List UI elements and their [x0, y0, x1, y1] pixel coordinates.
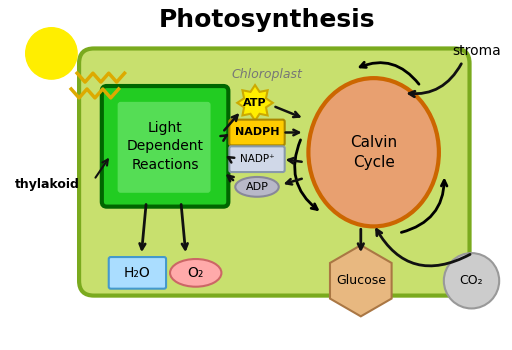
Text: H₂O: H₂O	[124, 266, 151, 280]
Text: O₂: O₂	[187, 266, 204, 280]
FancyBboxPatch shape	[109, 257, 166, 289]
FancyBboxPatch shape	[229, 120, 285, 145]
Text: Chloroplast: Chloroplast	[231, 68, 302, 80]
FancyBboxPatch shape	[102, 86, 228, 206]
Ellipse shape	[170, 259, 221, 287]
Text: NADP⁺: NADP⁺	[240, 154, 274, 164]
Text: Calvin
Cycle: Calvin Cycle	[350, 135, 397, 170]
FancyBboxPatch shape	[229, 146, 285, 172]
Text: CO₂: CO₂	[460, 274, 483, 287]
Text: ATP: ATP	[243, 98, 267, 108]
Circle shape	[26, 28, 77, 79]
Ellipse shape	[235, 177, 279, 197]
Text: stroma: stroma	[453, 44, 501, 58]
Text: ADP: ADP	[246, 182, 268, 192]
FancyBboxPatch shape	[118, 102, 210, 193]
Text: Photosynthesis: Photosynthesis	[159, 8, 375, 32]
Ellipse shape	[308, 78, 439, 226]
Circle shape	[444, 253, 499, 308]
Text: Glucose: Glucose	[336, 274, 386, 287]
Text: NADPH: NADPH	[235, 127, 279, 138]
Text: Light
Dependent
Reactions: Light Dependent Reactions	[126, 121, 204, 172]
Text: thylakoid: thylakoid	[15, 178, 80, 191]
Polygon shape	[330, 245, 392, 316]
FancyBboxPatch shape	[79, 48, 470, 296]
Polygon shape	[237, 85, 273, 121]
